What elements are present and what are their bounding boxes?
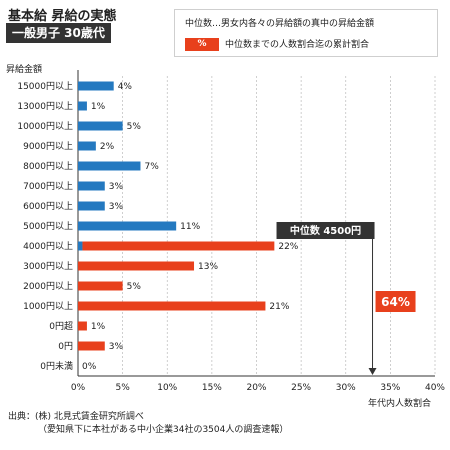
source-line-1: 出典：(株) 北見式賃金研究所調べ xyxy=(8,412,144,422)
legend-swatch-red: % xyxy=(185,38,219,51)
category-label: 4000円以上 xyxy=(23,241,73,252)
category-label: 7000円以上 xyxy=(23,181,73,192)
source-line-2: （愛知県下に本社がある中小企業34社の3504人の調査速報） xyxy=(38,425,289,435)
data-label: 13% xyxy=(198,262,218,272)
data-label: 11% xyxy=(180,222,200,232)
bar xyxy=(78,261,195,271)
data-label: 1% xyxy=(91,322,106,332)
data-label: 5% xyxy=(127,122,142,132)
x-tick-label: 15% xyxy=(202,383,222,393)
legend-item-cumulative-text: 中位数までの人数割合迄の累計割合 xyxy=(225,40,370,50)
data-label: 7% xyxy=(144,162,159,172)
bar xyxy=(78,81,114,91)
category-label: 15000円以上 xyxy=(17,81,73,92)
data-label: 2% xyxy=(100,142,115,152)
bar xyxy=(78,141,96,151)
x-tick-label: 40% xyxy=(425,383,445,393)
bar xyxy=(78,301,266,311)
category-label: 13000円以上 xyxy=(17,101,73,112)
legend-item-cumulative: % 中位数までの人数割合迄の累計割合 xyxy=(185,37,369,51)
bar xyxy=(78,341,105,351)
cumulative-label: 64% xyxy=(381,295,410,309)
bar xyxy=(78,121,123,131)
bar xyxy=(78,201,105,211)
bar xyxy=(78,161,141,171)
legend: 中位数…男女内各々の昇給額の真中の昇給金額 % 中位数までの人数割合迄の累計割合 xyxy=(174,9,438,57)
category-label: 9000円以上 xyxy=(23,141,73,152)
data-label: 5% xyxy=(127,282,142,292)
category-label: 3000円以上 xyxy=(23,261,73,272)
x-tick-label: 0% xyxy=(71,383,86,393)
category-label: 10000円以上 xyxy=(17,121,73,132)
x-tick-label: 35% xyxy=(380,383,400,393)
category-label: 0円 xyxy=(58,341,73,352)
x-tick-label: 20% xyxy=(246,383,266,393)
bar-segment-blue xyxy=(78,241,83,251)
data-label: 22% xyxy=(278,242,298,252)
x-tick-label: 10% xyxy=(157,383,177,393)
category-label: 5000円以上 xyxy=(23,221,73,232)
bar xyxy=(78,221,177,231)
median-arrow xyxy=(368,368,377,375)
bar xyxy=(78,181,105,191)
bar xyxy=(78,281,123,291)
category-label: 6000円以上 xyxy=(23,201,73,212)
x-tick-label: 30% xyxy=(336,383,356,393)
legend-item-median: 中位数…男女内各々の昇給額の真中の昇給金額 xyxy=(185,19,375,29)
x-tick-label: 5% xyxy=(115,383,130,393)
data-label: 3% xyxy=(109,342,124,352)
median-label-box xyxy=(276,222,375,239)
chart-subtitle: 一般男子 30歳代 xyxy=(6,23,111,43)
category-label: 2000円以上 xyxy=(23,281,73,292)
bar xyxy=(78,101,87,111)
source-note: 出典：(株) 北見式賃金研究所調べ （愛知県下に本社がある中小企業34社の350… xyxy=(8,411,288,437)
x-tick-label: 25% xyxy=(291,383,311,393)
data-label: 3% xyxy=(109,202,124,212)
category-label: 0円未満 xyxy=(40,360,73,372)
category-label: 1000円以上 xyxy=(23,301,73,312)
y-axis-label: 昇給金額 xyxy=(6,65,43,75)
median-label: 中位数 4500円 xyxy=(290,224,361,237)
data-label: 0% xyxy=(82,362,97,372)
category-label: 8000円以上 xyxy=(23,161,73,172)
chart-title: 基本給 昇給の実態 xyxy=(8,9,117,24)
x-axis-label: 年代内人数割合 xyxy=(368,397,431,409)
bar xyxy=(78,321,87,331)
data-label: 21% xyxy=(269,302,289,312)
data-label: 1% xyxy=(91,102,106,112)
category-label: 0円超 xyxy=(49,320,73,332)
data-label: 4% xyxy=(118,82,133,92)
bar-segment-red xyxy=(82,241,275,251)
cumulative-badge xyxy=(375,291,416,312)
data-label: 3% xyxy=(109,182,124,192)
